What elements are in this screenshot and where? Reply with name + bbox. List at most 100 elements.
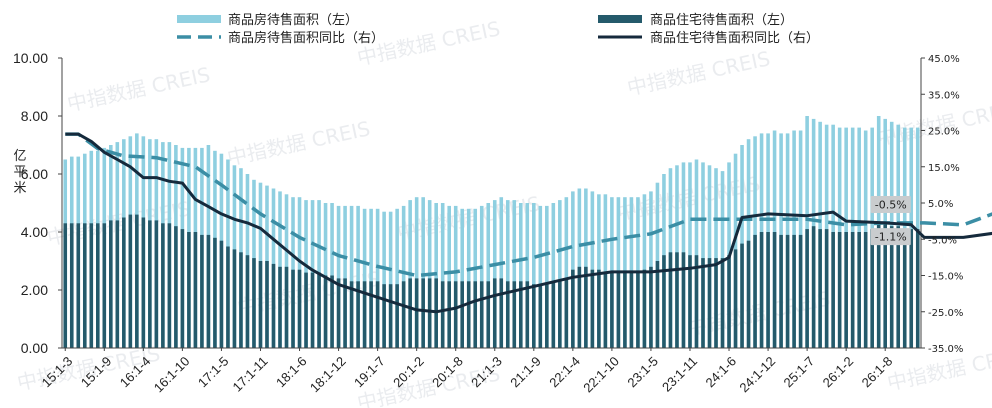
- tick-label-right: -15.0%: [928, 272, 963, 283]
- y-axis-title-char: 米: [13, 181, 26, 196]
- bar-residential-area: [623, 272, 627, 348]
- legend-label-residential-area: 商品住宅待售面积（左）: [650, 12, 793, 28]
- bar-residential-area: [889, 226, 894, 348]
- bar-residential-area: [336, 278, 341, 348]
- bar-residential-area: [701, 258, 705, 348]
- bar-residential-area: [597, 269, 601, 348]
- y-axis-label: 亿平米: [13, 149, 26, 196]
- callout-total-yoy: -0.5%: [875, 198, 907, 211]
- bar-total-area: [492, 200, 497, 348]
- bar-total-area: [460, 208, 465, 348]
- bar-residential-area: [82, 223, 87, 348]
- bar-total-area: [551, 203, 556, 348]
- bar-residential-area: [258, 261, 263, 348]
- legend: 商品房待售面积（左） 商品房待售面积同比（右） 商品住宅待售面积（左） 商品住宅待售面…: [177, 12, 819, 46]
- bar-total-area: [343, 205, 347, 348]
- bar-residential-area: [310, 272, 315, 348]
- bar-total-area: [701, 162, 705, 348]
- bar-residential-area: [453, 281, 458, 348]
- line-total-yoy: [65, 132, 992, 278]
- tick-label-x: 25:1-7: [781, 354, 818, 391]
- bar-residential-area: [141, 217, 146, 348]
- bar-residential-area: [772, 232, 777, 348]
- bar-residential-area: [668, 252, 673, 348]
- bar-residential-area: [317, 272, 321, 348]
- bar-residential-area: [148, 220, 152, 348]
- bar-residential-area: [460, 281, 465, 348]
- bar-total-area: [512, 200, 517, 348]
- bar-residential-area: [96, 223, 100, 348]
- tick-label-left: 2.00: [21, 282, 48, 298]
- bar-residential-area: [349, 281, 354, 348]
- bar-residential-area: [499, 278, 504, 348]
- bar-residential-area: [89, 223, 94, 348]
- bar-total-area: [558, 200, 562, 348]
- bar-residential-area: [850, 232, 855, 348]
- bar-residential-area: [792, 234, 796, 348]
- tick-label-x: 24:1-6: [702, 354, 739, 391]
- bar-residential-area: [401, 281, 406, 348]
- y-axis-right: -35.0% -25.0% -15.0% -5.0% 5.0% 15.0% 25.0% 35.…: [921, 54, 963, 355]
- bar-total-area: [538, 205, 543, 348]
- bar-residential-area: [694, 255, 699, 348]
- bar-residential-area: [252, 258, 256, 348]
- tick-label-right: 35.0%: [928, 90, 960, 101]
- bar-total-area: [707, 165, 712, 348]
- watermark-text: 中指数据 CREIS: [225, 116, 372, 170]
- bar-residential-area: [330, 275, 334, 348]
- bar-total-area: [388, 211, 393, 348]
- bar-total-area: [532, 203, 536, 348]
- bar-residential-area: [135, 214, 139, 348]
- bar-residential-area: [518, 281, 523, 348]
- bar-total-area: [401, 205, 406, 348]
- bar-total-area: [356, 205, 360, 348]
- bar-residential-area: [427, 278, 432, 348]
- bar-total-area: [564, 197, 569, 348]
- tick-label-right: 15.0%: [928, 163, 960, 174]
- bar-residential-area: [388, 284, 393, 348]
- bar-residential-area: [440, 281, 445, 348]
- bar-total-area: [525, 203, 530, 348]
- callout-residential-yoy: -1.1%: [875, 231, 907, 244]
- callouts: -0.5% -1.1%: [870, 195, 911, 246]
- bar-residential-area: [76, 223, 81, 348]
- bar-residential-area: [896, 226, 901, 348]
- bar-residential-area: [870, 229, 874, 348]
- bar-total-area: [382, 211, 386, 348]
- bar-residential-area: [649, 266, 653, 348]
- bar-residential-area: [610, 272, 614, 348]
- bar-residential-area: [167, 223, 172, 348]
- bar-residential-area: [154, 220, 159, 348]
- bar-residential-area: [200, 234, 204, 348]
- bar-total-area: [434, 203, 438, 348]
- bar-residential-area: [759, 232, 764, 348]
- tick-label-right: 5.0%: [928, 199, 953, 210]
- bar-total-area: [694, 159, 699, 348]
- tick-label-x: 17:1-11: [229, 354, 270, 395]
- bar-residential-area: [69, 223, 74, 348]
- bar-total-area: [453, 205, 458, 348]
- bar-total-area: [395, 208, 399, 348]
- bar-residential-area: [798, 234, 803, 348]
- bar-total-area: [447, 205, 451, 348]
- bar-residential-area: [343, 278, 347, 348]
- bar-residential-area: [187, 232, 191, 348]
- bar-residential-area: [909, 229, 914, 348]
- bar-residential-area: [115, 220, 120, 348]
- legend-label-residential-yoy: 商品住宅待售面积同比（右）: [650, 30, 819, 46]
- bar-total-area: [603, 194, 608, 348]
- bar-residential-area: [785, 234, 790, 348]
- bar-residential-area: [63, 223, 68, 348]
- bar-residential-area: [193, 232, 198, 348]
- bar-residential-area: [681, 252, 686, 348]
- bar-residential-area: [538, 284, 543, 348]
- bar-residential-area: [375, 281, 380, 348]
- bar-residential-area: [382, 284, 386, 348]
- bar-residential-area: [304, 272, 308, 348]
- bar-residential-area: [753, 234, 757, 348]
- bar-residential-area: [915, 229, 920, 348]
- bar-residential-area: [395, 284, 399, 348]
- bar-residential-area: [837, 232, 842, 348]
- bar-total-area: [473, 208, 478, 348]
